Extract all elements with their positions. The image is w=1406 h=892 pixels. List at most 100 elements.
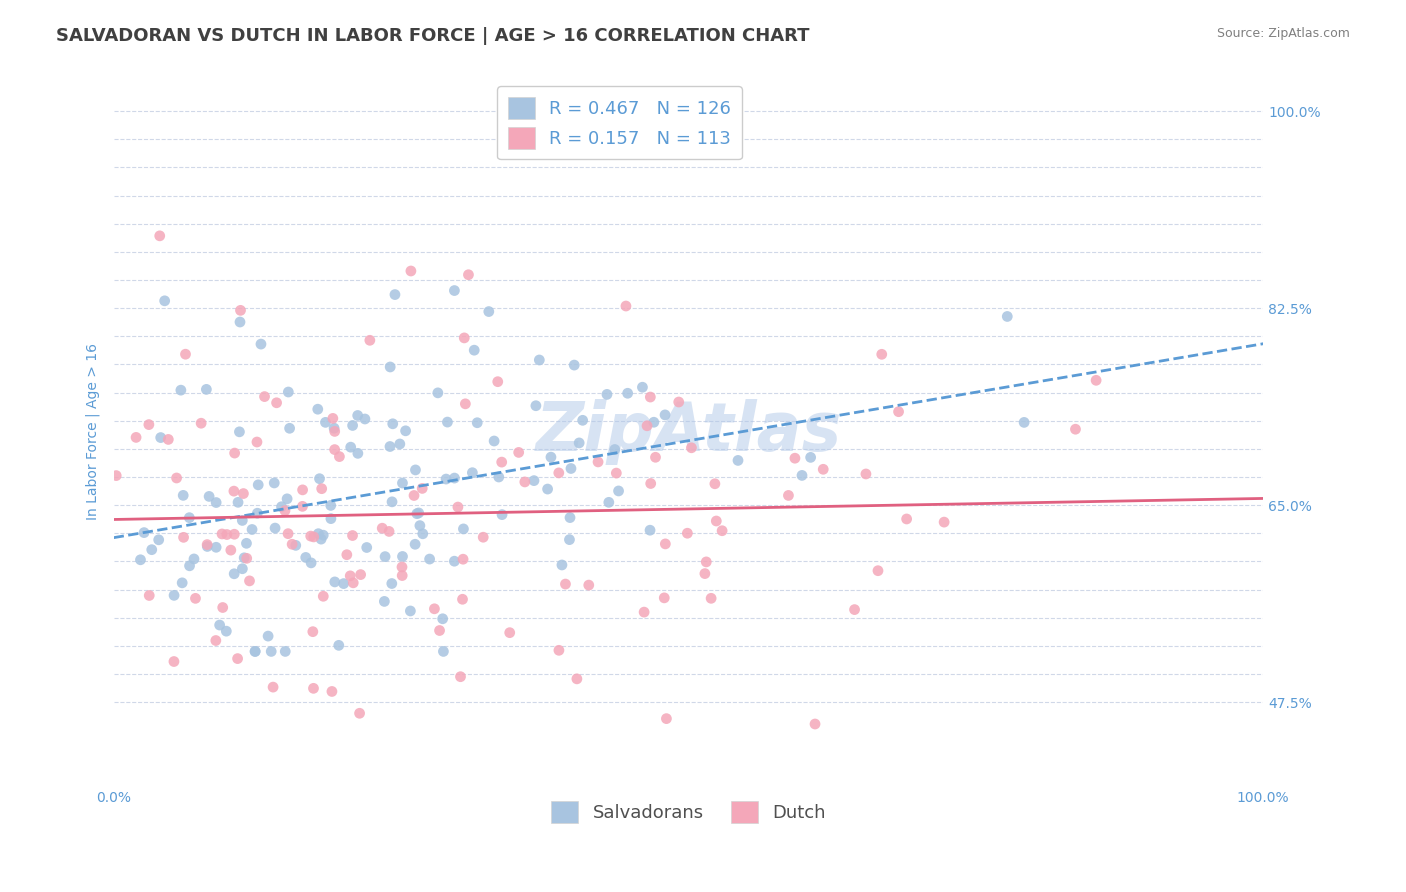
Point [384,287,406,301]
Point [568,436,591,450]
Point [294,550,316,565]
Point [394,424,416,438]
Point [434,472,457,486]
Point [457,268,479,282]
Point [228,425,250,439]
Point [235,551,257,566]
Point [179,558,201,573]
Point [636,418,658,433]
Point [274,503,297,517]
Point [388,437,411,451]
Point [711,524,734,538]
Point [450,670,472,684]
Point [562,358,585,372]
Point [339,569,361,583]
Point [426,385,449,400]
Point [359,333,381,347]
Point [238,574,260,588]
Point [443,554,465,568]
Point [205,633,228,648]
Point [322,411,344,425]
Point [482,434,505,448]
Text: ZipAtlas: ZipAtlas [536,399,842,465]
Point [529,353,551,368]
Point [125,430,148,444]
Point [243,644,266,658]
Point [321,684,343,698]
Point [373,594,395,608]
Point [652,591,675,605]
Point [129,553,152,567]
Point [603,442,626,457]
Point [264,521,287,535]
Point [253,390,276,404]
Point [195,383,218,397]
Point [499,625,522,640]
Point [172,488,194,502]
Point [229,315,252,329]
Point [319,511,342,525]
Point [1012,416,1035,430]
Point [378,440,401,454]
Point [578,578,600,592]
Point [308,472,330,486]
Point [277,526,299,541]
Point [695,555,717,569]
Point [676,526,699,541]
Point [198,490,221,504]
Point [277,384,299,399]
Point [443,284,465,298]
Point [607,483,630,498]
Point [378,524,401,539]
Point [309,532,332,546]
Point [231,513,253,527]
Point [465,416,488,430]
Point [866,564,889,578]
Point [163,588,186,602]
Point [800,450,823,465]
Point [229,303,252,318]
Point [391,476,413,491]
Point [311,482,333,496]
Point [451,552,474,566]
Point [240,523,263,537]
Point [554,577,576,591]
Point [443,471,465,485]
Point [291,500,314,514]
Point [381,417,404,431]
Point [170,383,193,397]
Point [451,592,474,607]
Point [399,604,422,618]
Point [211,527,233,541]
Text: Source: ZipAtlas.com: Source: ZipAtlas.com [1216,27,1350,40]
Point [844,602,866,616]
Point [391,568,413,582]
Point [179,510,201,524]
Point [391,560,413,574]
Point [149,431,172,445]
Point [429,624,451,638]
Point [233,550,256,565]
Point [105,468,128,483]
Point [643,415,665,429]
Point [655,712,678,726]
Point [638,523,661,537]
Point [640,390,662,404]
Point [614,299,637,313]
Point [558,533,581,547]
Point [219,543,242,558]
Point [195,538,218,552]
Point [347,446,370,460]
Point [404,463,426,477]
Point [644,450,666,465]
Point [409,518,432,533]
Point [571,413,593,427]
Point [323,574,346,589]
Point [232,486,254,500]
Point [226,495,249,509]
Point [354,412,377,426]
Point [205,495,228,509]
Point [356,541,378,555]
Point [332,576,354,591]
Point [486,375,509,389]
